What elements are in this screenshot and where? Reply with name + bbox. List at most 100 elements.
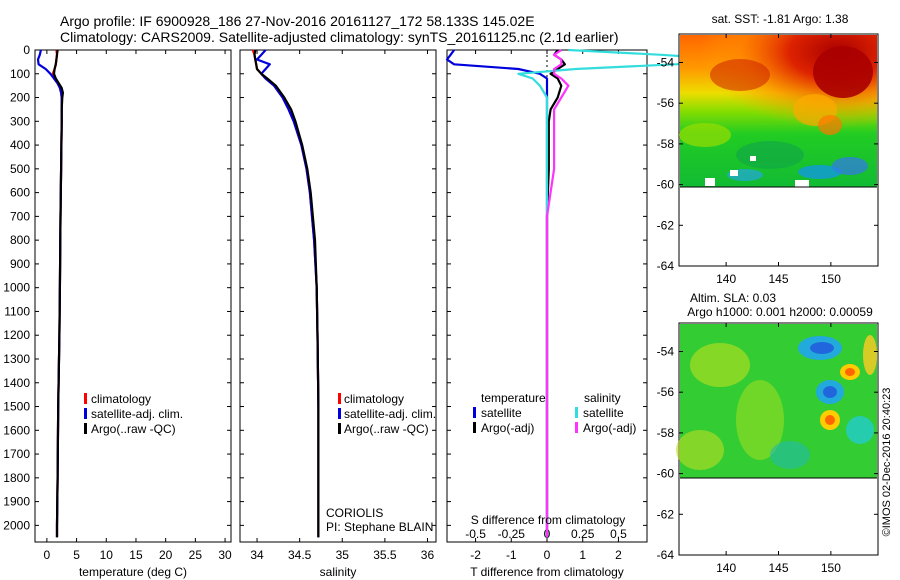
map-x-tick-label: 145 <box>768 561 788 575</box>
y-tick-label: 1500 <box>3 400 30 414</box>
x-tick-label: 30 <box>218 548 232 562</box>
y-tick-label: 1000 <box>3 281 30 295</box>
annotation-pi: PI: Stephane BLAIN <box>326 520 433 534</box>
salinity-x-axis: 34 34.5 35 35.5 36 <box>250 50 434 562</box>
map-y-tick-label: -58 <box>657 426 675 440</box>
map-y-tick-label: -58 <box>657 137 675 151</box>
map-y-tick-label: -60 <box>657 178 675 192</box>
legend-swatch-t-argo <box>473 422 476 433</box>
salinity-x-label: salinity <box>320 565 357 579</box>
sla-map-axes: -54 -56 -58 -60 -62 -64 140 145 150 <box>657 323 878 575</box>
legend-label-s-argo: Argo(-adj) <box>583 421 636 435</box>
x-tick-label: 35.5 <box>373 548 397 562</box>
difference-panel: -2 -1 0 1 2 -0.5 -0.25 0 0.25 0.5 T difference f… <box>445 48 734 579</box>
x-tick-label: 2 <box>615 548 622 562</box>
header-line-2: Climatology: CARS2009. Satellite-adjuste… <box>60 29 618 45</box>
y-tick-label: 1400 <box>3 376 30 390</box>
x-tick-label: 0 <box>544 548 551 562</box>
y-tick-label: 600 <box>10 186 30 200</box>
map-y-tick-label: -60 <box>657 467 675 481</box>
legend-swatch-satellite-adj <box>84 408 87 419</box>
sla-map-title: Altim. SLA: 0.03 <box>690 291 776 305</box>
s-tick-label: 0.25 <box>571 527 595 541</box>
s-difference-axis: -0.5 -0.25 0 0.25 0.5 <box>465 527 627 541</box>
sla-map-subtitle: Argo h1000: 0.001 h2000: 0.00059 <box>687 305 873 319</box>
y-tick-label: 800 <box>10 233 30 247</box>
map-y-tick-label: -56 <box>657 96 675 110</box>
salinity-panel: 34 34.5 35 35.5 36 salinity climatology sate… <box>239 49 437 579</box>
legend-label-t-satellite: satellite <box>481 406 522 420</box>
legend-label-argo: Argo(..raw -QC) <box>91 422 176 436</box>
temperature-profile-lines <box>36 49 65 538</box>
salinity-plot-frame <box>239 49 437 543</box>
y-tick-label: 0 <box>23 43 30 57</box>
series-line-argo-raw-qc- <box>52 49 65 538</box>
legend-label-t-argo: Argo(-adj) <box>481 421 534 435</box>
legend-label-argo: Argo(..raw -QC) <box>344 422 429 436</box>
sst-map-title: sat. SST: -1.81 Argo: 1.38 <box>712 12 849 26</box>
imos-watermark: ©IMOS 02-Dec-2016 20:40:23 <box>881 388 893 537</box>
map-x-tick-label: 140 <box>716 561 736 575</box>
map-x-tick-label: 140 <box>716 272 736 286</box>
map-x-tick-label: 150 <box>821 272 841 286</box>
x-tick-label: 20 <box>159 548 173 562</box>
y-tick-label: 1200 <box>3 328 30 342</box>
legend-swatch-t-satellite <box>473 407 476 418</box>
map-x-tick-label: 145 <box>768 272 788 286</box>
sst-field <box>679 35 877 187</box>
legend-swatch-s-satellite <box>575 407 578 418</box>
map-y-tick-label: -54 <box>657 55 675 69</box>
legend-swatch-satellite-adj <box>338 408 341 419</box>
y-tick-label: 300 <box>10 114 30 128</box>
y-tick-label: 1300 <box>3 352 30 366</box>
temperature-legend: climatology satellite-adj. clim. Argo(..… <box>84 392 183 436</box>
y-tick-label: 2000 <box>3 518 30 532</box>
map-y-tick-label: -64 <box>657 548 675 562</box>
temperature-x-axis: 0 5 10 15 20 25 30 <box>44 50 232 562</box>
x-tick-label: 1 <box>579 548 586 562</box>
x-tick-label: 25 <box>189 548 203 562</box>
s-tick-label: 0.5 <box>610 527 627 541</box>
x-tick-label: 0 <box>44 548 51 562</box>
legend-header-temperature: temperature <box>481 391 546 405</box>
y-tick-label: 1800 <box>3 471 30 485</box>
series-line-argo-raw-qc- <box>253 49 320 538</box>
x-tick-label: 35 <box>336 548 350 562</box>
legend-label-satellite-adj: satellite-adj. clim. <box>91 407 183 421</box>
sst-map-panel: sat. SST: -1.81 Argo: 1.38 -54-56-58-60-… <box>657 12 879 286</box>
map-y-tick-label: -54 <box>657 344 675 358</box>
y-tick-label: 1900 <box>3 495 30 509</box>
x-tick-label: 36 <box>421 548 435 562</box>
y-tick-label: 100 <box>10 67 30 81</box>
x-tick-label: 5 <box>73 548 80 562</box>
temperature-plot-frame <box>34 49 232 543</box>
difference-legend: temperature salinity satellite Argo(-adj… <box>473 391 636 435</box>
s-difference-label: S difference from climatology <box>471 513 626 527</box>
x-tick-label: 15 <box>129 548 143 562</box>
legend-swatch-s-argo <box>575 422 578 433</box>
t-difference-x-label: T difference from climatology <box>470 565 624 579</box>
map-y-tick-label: -56 <box>657 385 675 399</box>
salinity-y-axis <box>240 49 436 526</box>
annotation-coriolis: CORIOLIS <box>326 506 383 520</box>
y-tick-label: 1600 <box>3 423 30 437</box>
legend-swatch-climatology <box>338 393 341 404</box>
legend-swatch-argo <box>338 423 341 434</box>
legend-swatch-argo <box>84 423 87 434</box>
x-tick-label: 34 <box>250 548 264 562</box>
y-tick-label: 700 <box>10 209 30 223</box>
x-tick-label: 34.5 <box>288 548 312 562</box>
difference-y-axis <box>447 49 647 526</box>
y-tick-label: 1100 <box>4 304 30 318</box>
legend-label-s-satellite: satellite <box>583 406 624 420</box>
sst-map-axes: -54 -56 -58 -60 -62 -64 140 145 150 <box>657 34 878 286</box>
y-tick-label: 400 <box>10 138 30 152</box>
temperature-y-axis: 0 100 200 300 400 500 600 700 800 900 1000 1100 1200… <box>3 43 231 532</box>
y-tick-label: 900 <box>10 257 30 271</box>
map-y-tick-label: -62 <box>657 507 675 521</box>
header-line-1: Argo profile: IF 6900928_186 27-Nov-2016… <box>60 13 535 29</box>
salinity-profile-lines <box>251 49 320 538</box>
sla-map-panel: Altim. SLA: 0.03 Argo h1000: 0.001 h2000… <box>657 291 879 575</box>
y-tick-label: 200 <box>10 91 30 105</box>
